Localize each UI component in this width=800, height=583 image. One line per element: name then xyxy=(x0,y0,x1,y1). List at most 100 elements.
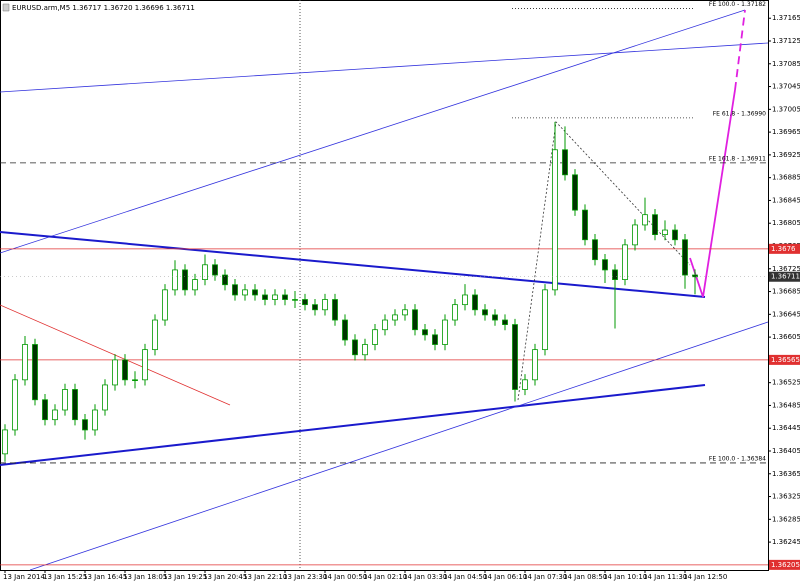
candle-body xyxy=(152,319,158,351)
candle-body xyxy=(2,429,8,455)
chart-header: EURUSD.arm,M5 1.36717 1.36720 1.36696 1.… xyxy=(12,4,195,12)
fibo-label: FE 61.8 - 1.36990 xyxy=(713,110,766,117)
trend-line xyxy=(0,9,746,254)
x-tick-label: 14 Jan 07:30 xyxy=(523,573,567,581)
x-tick-label: 14 Jan 02:10 xyxy=(363,573,407,581)
candle-body xyxy=(112,359,118,386)
x-tick-label: 13 Jan 20:45 xyxy=(203,573,247,581)
x-tick-label: 13 Jan 2014 xyxy=(3,573,46,581)
x-tick-label: 14 Jan 10:10 xyxy=(603,573,647,581)
candle-body xyxy=(692,274,698,278)
fibo-label: FE 161.8 - 1.36911 xyxy=(709,155,766,162)
candle-body xyxy=(92,409,98,431)
candle-body xyxy=(282,294,288,300)
y-tick-label: 1.36485 xyxy=(772,401,800,409)
projection-line xyxy=(734,9,746,91)
candle-body xyxy=(502,319,508,325)
candle-body xyxy=(492,314,498,321)
candle-body xyxy=(432,334,438,345)
bid-marker xyxy=(769,271,800,282)
y-tick-label: 1.36725 xyxy=(772,265,800,273)
price-level-marker xyxy=(769,559,800,570)
candle-body xyxy=(462,294,468,306)
candle-body xyxy=(182,269,188,291)
candle-body xyxy=(172,269,178,291)
candle-body xyxy=(652,214,658,236)
candle-body xyxy=(592,239,598,261)
candle-body xyxy=(422,329,428,336)
candle-body xyxy=(252,289,258,296)
trend-line xyxy=(0,384,706,466)
candle-body xyxy=(332,299,338,321)
candle-body xyxy=(342,319,348,341)
candle-body xyxy=(612,269,618,280)
candle-body xyxy=(52,409,58,421)
candle-body xyxy=(672,229,678,241)
y-tick-label: 1.36285 xyxy=(772,515,800,523)
price-level-label: 1.3676 xyxy=(771,245,796,253)
candle-body xyxy=(572,174,578,211)
candle-body xyxy=(212,264,218,276)
price-level-label: 1.36565 xyxy=(771,356,800,364)
price-level-label: 1.36205 xyxy=(771,561,800,569)
projection-line xyxy=(689,89,736,298)
candle-body xyxy=(562,149,568,176)
y-tick-label: 1.37085 xyxy=(772,60,800,68)
y-tick-label: 1.36645 xyxy=(772,310,800,318)
candle-body xyxy=(42,399,48,421)
fibo-label: FE 100.0 - 1.37182 xyxy=(709,1,766,8)
y-tick-label: 1.36805 xyxy=(772,219,800,227)
candle-body xyxy=(312,304,318,311)
candle-body xyxy=(452,304,458,321)
candle-body xyxy=(262,294,268,300)
candle-body xyxy=(582,209,588,241)
y-tick-label: 1.36685 xyxy=(772,288,800,296)
y-tick-label: 1.36925 xyxy=(772,151,800,159)
candle-body xyxy=(122,359,128,381)
y-tick-label: 1.36605 xyxy=(772,333,800,341)
plot-frame xyxy=(0,0,769,571)
candle-body xyxy=(102,384,108,411)
trend-line xyxy=(0,231,706,298)
candle-body xyxy=(82,419,88,431)
candle-body xyxy=(232,284,238,296)
candle-body xyxy=(472,294,478,311)
candle-body xyxy=(372,329,378,345)
candle-body xyxy=(552,149,558,291)
y-tick-label: 1.36525 xyxy=(772,379,800,387)
candle-body xyxy=(402,309,408,316)
x-tick-label: 14 Jan 11:30 xyxy=(643,573,687,581)
candle-body xyxy=(202,264,208,280)
candle-body xyxy=(522,379,528,390)
candle-body xyxy=(142,349,148,381)
candle-body xyxy=(192,279,198,291)
drawings xyxy=(0,0,769,571)
candle-body xyxy=(72,389,78,421)
y-tick-label: 1.37125 xyxy=(772,37,800,45)
y-tick-label: 1.37005 xyxy=(772,105,800,113)
y-tick-label: 1.37045 xyxy=(772,83,800,91)
candle-body xyxy=(622,244,628,280)
x-tick-label: 13 Jan 23:30 xyxy=(283,573,327,581)
candle-body xyxy=(542,289,548,351)
trend-line xyxy=(0,42,769,93)
candle-body xyxy=(302,299,308,306)
trend-line xyxy=(29,321,769,571)
candle-body xyxy=(352,339,358,356)
fibo-expansion xyxy=(517,121,691,401)
x-tick-label: 13 Jan 22:10 xyxy=(243,573,287,581)
candle-body xyxy=(132,379,138,382)
y-tick-label: 1.36445 xyxy=(772,424,800,432)
candle-body xyxy=(642,214,648,226)
y-tick-label: 1.37165 xyxy=(772,14,800,22)
candle-body xyxy=(292,299,298,301)
y-tick-label: 1.36885 xyxy=(772,174,800,182)
bid-label: 1.36711 xyxy=(771,273,800,281)
candle-body xyxy=(22,344,28,381)
candle-body xyxy=(482,309,488,316)
candle-body xyxy=(512,324,518,390)
fibo-label: FE 100.0 - 1.36384 xyxy=(709,455,766,462)
candle-body xyxy=(242,289,248,296)
symbol-icon xyxy=(2,3,10,12)
x-tick-label: 14 Jan 04:50 xyxy=(443,573,487,581)
